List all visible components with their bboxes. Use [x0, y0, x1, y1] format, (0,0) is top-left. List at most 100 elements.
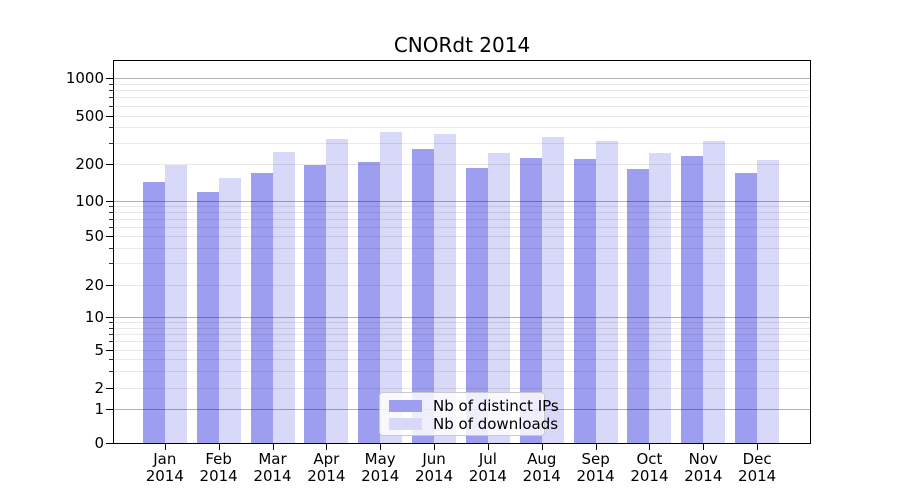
bar-distinct-ips-dec [735, 173, 758, 443]
bar-downloads-oct [649, 153, 672, 443]
legend-label-distinct-ips: Nb of distinct IPs [433, 397, 559, 415]
gridline-minor-3 [114, 371, 810, 373]
bar-downloads-mar [272, 152, 295, 443]
y-tick-label-200: 200 [75, 155, 104, 173]
x-tick-label-jul: Jul 2014 [468, 450, 507, 485]
gridline-major-100 [114, 201, 810, 202]
bar-distinct-ips-oct [627, 169, 650, 443]
bar-downloads-jan [164, 164, 187, 443]
bar-distinct-ips-apr [304, 164, 327, 443]
legend-item-distinct-ips: Nb of distinct IPs [389, 397, 559, 415]
y-minortick-mark-800 [109, 90, 113, 92]
legend-label-downloads: Nb of downloads [433, 415, 559, 433]
y-minortick-mark-3 [109, 371, 113, 373]
gridline-minor-200 [114, 164, 810, 165]
x-tick-mark-nov [703, 444, 705, 450]
gridline-minor-50 [114, 236, 810, 237]
y-minortick-mark-40 [109, 247, 113, 249]
gridline-minor-7 [114, 333, 810, 335]
y-minortick-mark-8 [109, 327, 113, 329]
bar-distinct-ips-aug [519, 158, 542, 443]
x-tick-label-feb: Feb 2014 [199, 450, 238, 485]
gridline-minor-300 [114, 142, 810, 144]
x-tick-label-apr: Apr 2014 [307, 450, 346, 485]
x-tick-mark-jun [434, 444, 436, 450]
x-tick-label-mar: Mar 2014 [253, 450, 292, 485]
chart-title: CNORdt 2014 [393, 33, 531, 57]
y-tick-mark-100 [106, 201, 113, 202]
bar-downloads-dec [757, 159, 780, 443]
bar-distinct-ips-feb [196, 191, 219, 443]
y-minortick-mark-900 [109, 83, 113, 85]
x-tick-mark-apr [326, 444, 328, 450]
bar-distinct-ips-jul [465, 168, 488, 443]
y-minortick-mark-60 [109, 226, 113, 228]
x-tick-label-sep: Sep 2014 [576, 450, 615, 485]
bar-distinct-ips-nov [681, 155, 704, 443]
y-tick-label-1000: 1000 [65, 69, 104, 87]
x-tick-label-nov: Nov 2014 [684, 450, 723, 485]
y-tick-label-2: 2 [94, 379, 104, 397]
gridline-minor-2 [114, 388, 810, 389]
bar-distinct-ips-may [358, 162, 381, 443]
y-minortick-mark-300 [109, 142, 113, 144]
y-tick-label-5: 5 [94, 341, 104, 359]
gridline-minor-600 [114, 105, 810, 107]
y-minortick-mark-70 [109, 219, 113, 220]
gridline-minor-60 [114, 226, 810, 228]
x-tick-mark-sep [595, 444, 597, 450]
x-tick-label-aug: Aug 2014 [522, 450, 561, 485]
y-minortick-mark-30 [109, 263, 113, 265]
bar-distinct-ips-jun [412, 148, 435, 443]
y-minortick-mark-5 [109, 350, 113, 351]
y-tick-label-100: 100 [75, 192, 104, 210]
y-tick-label-500: 500 [75, 106, 104, 125]
legend-swatch-distinct-ips [389, 400, 422, 412]
bar-downloads-aug [541, 137, 564, 443]
y-minortick-mark-600 [109, 105, 113, 107]
gridline-minor-400 [114, 127, 810, 129]
y-tick-label-1: 1 [94, 399, 104, 418]
y-tick-mark-0 [106, 443, 113, 444]
x-tick-mark-feb [218, 444, 220, 450]
gridline-major-1000 [114, 78, 810, 79]
bar-downloads-feb [218, 177, 241, 443]
y-tick-mark-1000 [106, 78, 113, 79]
y-minortick-mark-90 [109, 206, 113, 208]
y-minortick-mark-700 [109, 97, 113, 99]
x-tick-label-may: May 2014 [361, 450, 400, 485]
y-tick-mark-1 [106, 408, 113, 410]
gridline-minor-900 [114, 83, 810, 85]
legend-swatch-downloads [389, 418, 422, 430]
gridline-minor-4 [114, 359, 810, 361]
y-minortick-mark-9 [109, 322, 113, 324]
gridline-minor-90 [114, 206, 810, 208]
y-minortick-mark-2 [109, 388, 113, 389]
y-minortick-mark-7 [109, 333, 113, 335]
x-tick-mark-dec [757, 444, 759, 450]
y-tick-label-10: 10 [84, 308, 104, 326]
y-minortick-mark-4 [109, 359, 113, 361]
bar-downloads-jun [434, 133, 457, 443]
gridline-minor-30 [114, 263, 810, 265]
gridline-minor-70 [114, 219, 810, 220]
gridline-minor-5 [114, 350, 810, 351]
x-tick-mark-jul [487, 444, 489, 450]
bar-downloads-jul [487, 153, 510, 443]
x-tick-label-oct: Oct 2014 [630, 450, 669, 485]
legend: Nb of distinct IPs Nb of downloads [379, 392, 559, 436]
gridline-minor-6 [114, 341, 810, 343]
gridline-minor-8 [114, 327, 810, 329]
gridline-major-10 [114, 317, 810, 318]
bar-distinct-ips-sep [573, 159, 596, 443]
bar-distinct-ips-jan [142, 181, 165, 443]
bar-downloads-may [380, 132, 403, 443]
y-minortick-mark-80 [109, 212, 113, 214]
x-tick-label-jun: Jun 2014 [414, 450, 454, 485]
y-minortick-mark-200 [109, 164, 113, 165]
gridline-minor-700 [114, 97, 810, 99]
gridline-minor-9 [114, 322, 810, 324]
bar-downloads-sep [595, 141, 618, 443]
gridline-minor-500 [114, 115, 810, 117]
gridline-minor-800 [114, 90, 810, 92]
